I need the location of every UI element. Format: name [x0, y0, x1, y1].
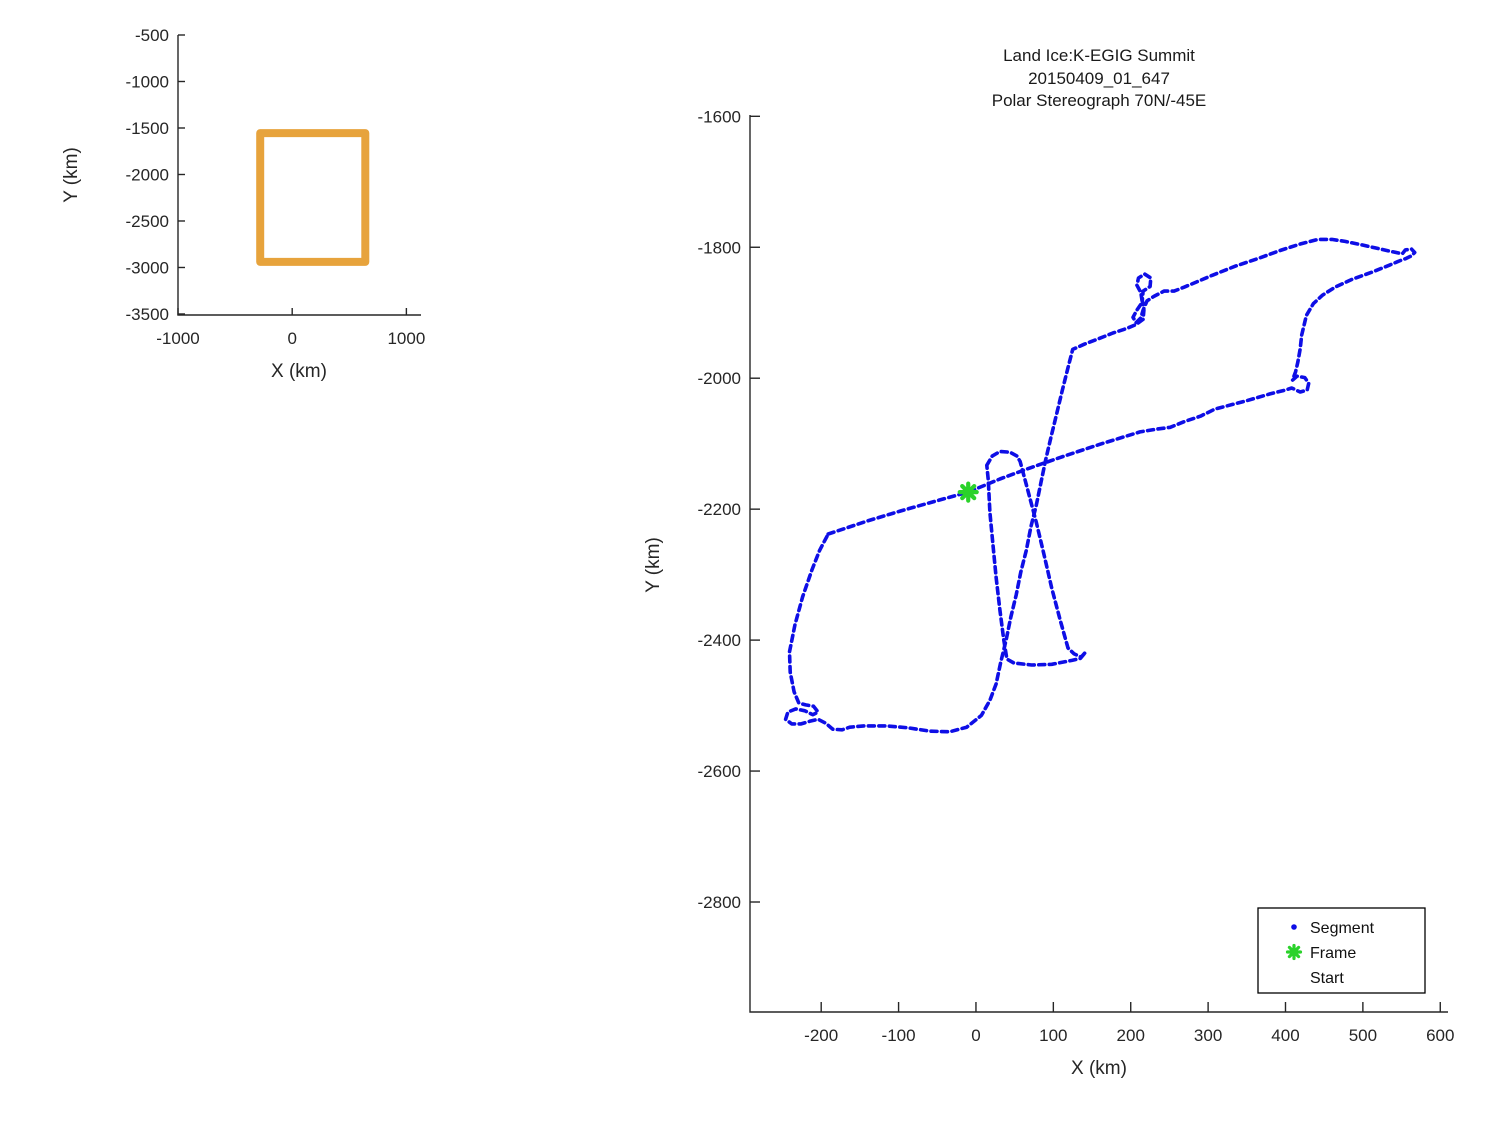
axis-spines: [749, 115, 1448, 1013]
y-tick-label: -1500: [126, 119, 169, 138]
legend-start-marker-icon: [1285, 943, 1303, 961]
x-tick-label: 300: [1194, 1026, 1222, 1045]
y-tick-label: -500: [135, 26, 169, 45]
y-tick-label: -2600: [698, 762, 741, 781]
y-tick-label: -2400: [698, 631, 741, 650]
track-title-line2: 20150409_01_647: [1028, 69, 1170, 88]
overview-axes: -1000 0 1000 -500 -1000 -1500 -2000 -2500 -3000 -…: [126, 26, 426, 348]
track-title-line1: Land Ice:K-EGIG Summit: [1003, 46, 1195, 65]
series-coverage-box: [256, 129, 370, 266]
start-marker: [957, 481, 979, 503]
legend-start-label: Start: [1310, 970, 1344, 987]
legend-segment-marker-icon: [1291, 924, 1297, 930]
overview-ylabel: Y (km): [61, 147, 82, 203]
overview-xlabel: X (km): [271, 361, 327, 382]
y-tick-label: -2200: [698, 500, 741, 519]
x-tick-label: 1000: [387, 329, 425, 348]
axis-spines: [177, 35, 421, 316]
x-tick-label: 500: [1349, 1026, 1377, 1045]
y-tick-label: -3000: [126, 258, 169, 277]
legend-segment-label: Segment: [1310, 920, 1375, 937]
track-title-line3: Polar Stereograph 70N/-45E: [992, 91, 1207, 110]
x-tick-label: 100: [1039, 1026, 1067, 1045]
track-xlabel: X (km): [1071, 1058, 1127, 1079]
track-axes: -200 -100 0 100 200 300 400 500 600 -1600 -1800 -20…: [698, 107, 1455, 1045]
track-series: [783, 237, 1417, 734]
x-tick-label: -100: [882, 1026, 916, 1045]
x-tick-label: 400: [1271, 1026, 1299, 1045]
y-tick-label: -2800: [698, 893, 741, 912]
legend-box: [1257, 907, 1426, 994]
series-Segment: [783, 237, 1417, 734]
y-tick-label: -2000: [698, 369, 741, 388]
x-tick-label: -200: [804, 1026, 838, 1045]
x-tick-label: 200: [1117, 1026, 1145, 1045]
y-tick-label: -1800: [698, 238, 741, 257]
legend-frame-label: Frame: [1310, 945, 1356, 962]
y-tick-label: -3500: [126, 305, 169, 324]
track-ylabel: Y (km): [643, 537, 664, 593]
y-tick-label: -2500: [126, 212, 169, 231]
overview-coverage-box: [256, 129, 370, 266]
y-tick-label: -1600: [698, 107, 741, 126]
x-tick-label: -1000: [156, 329, 199, 348]
x-tick-label: 0: [971, 1026, 980, 1045]
legend: Segment Frame Start: [1257, 907, 1426, 994]
series-Segment-flag-pattern: [985, 449, 1088, 667]
x-tick-label: 600: [1426, 1026, 1454, 1045]
x-tick-label: 0: [287, 329, 296, 348]
y-tick-label: -1000: [126, 72, 169, 91]
y-tick-label: -2000: [126, 165, 169, 184]
